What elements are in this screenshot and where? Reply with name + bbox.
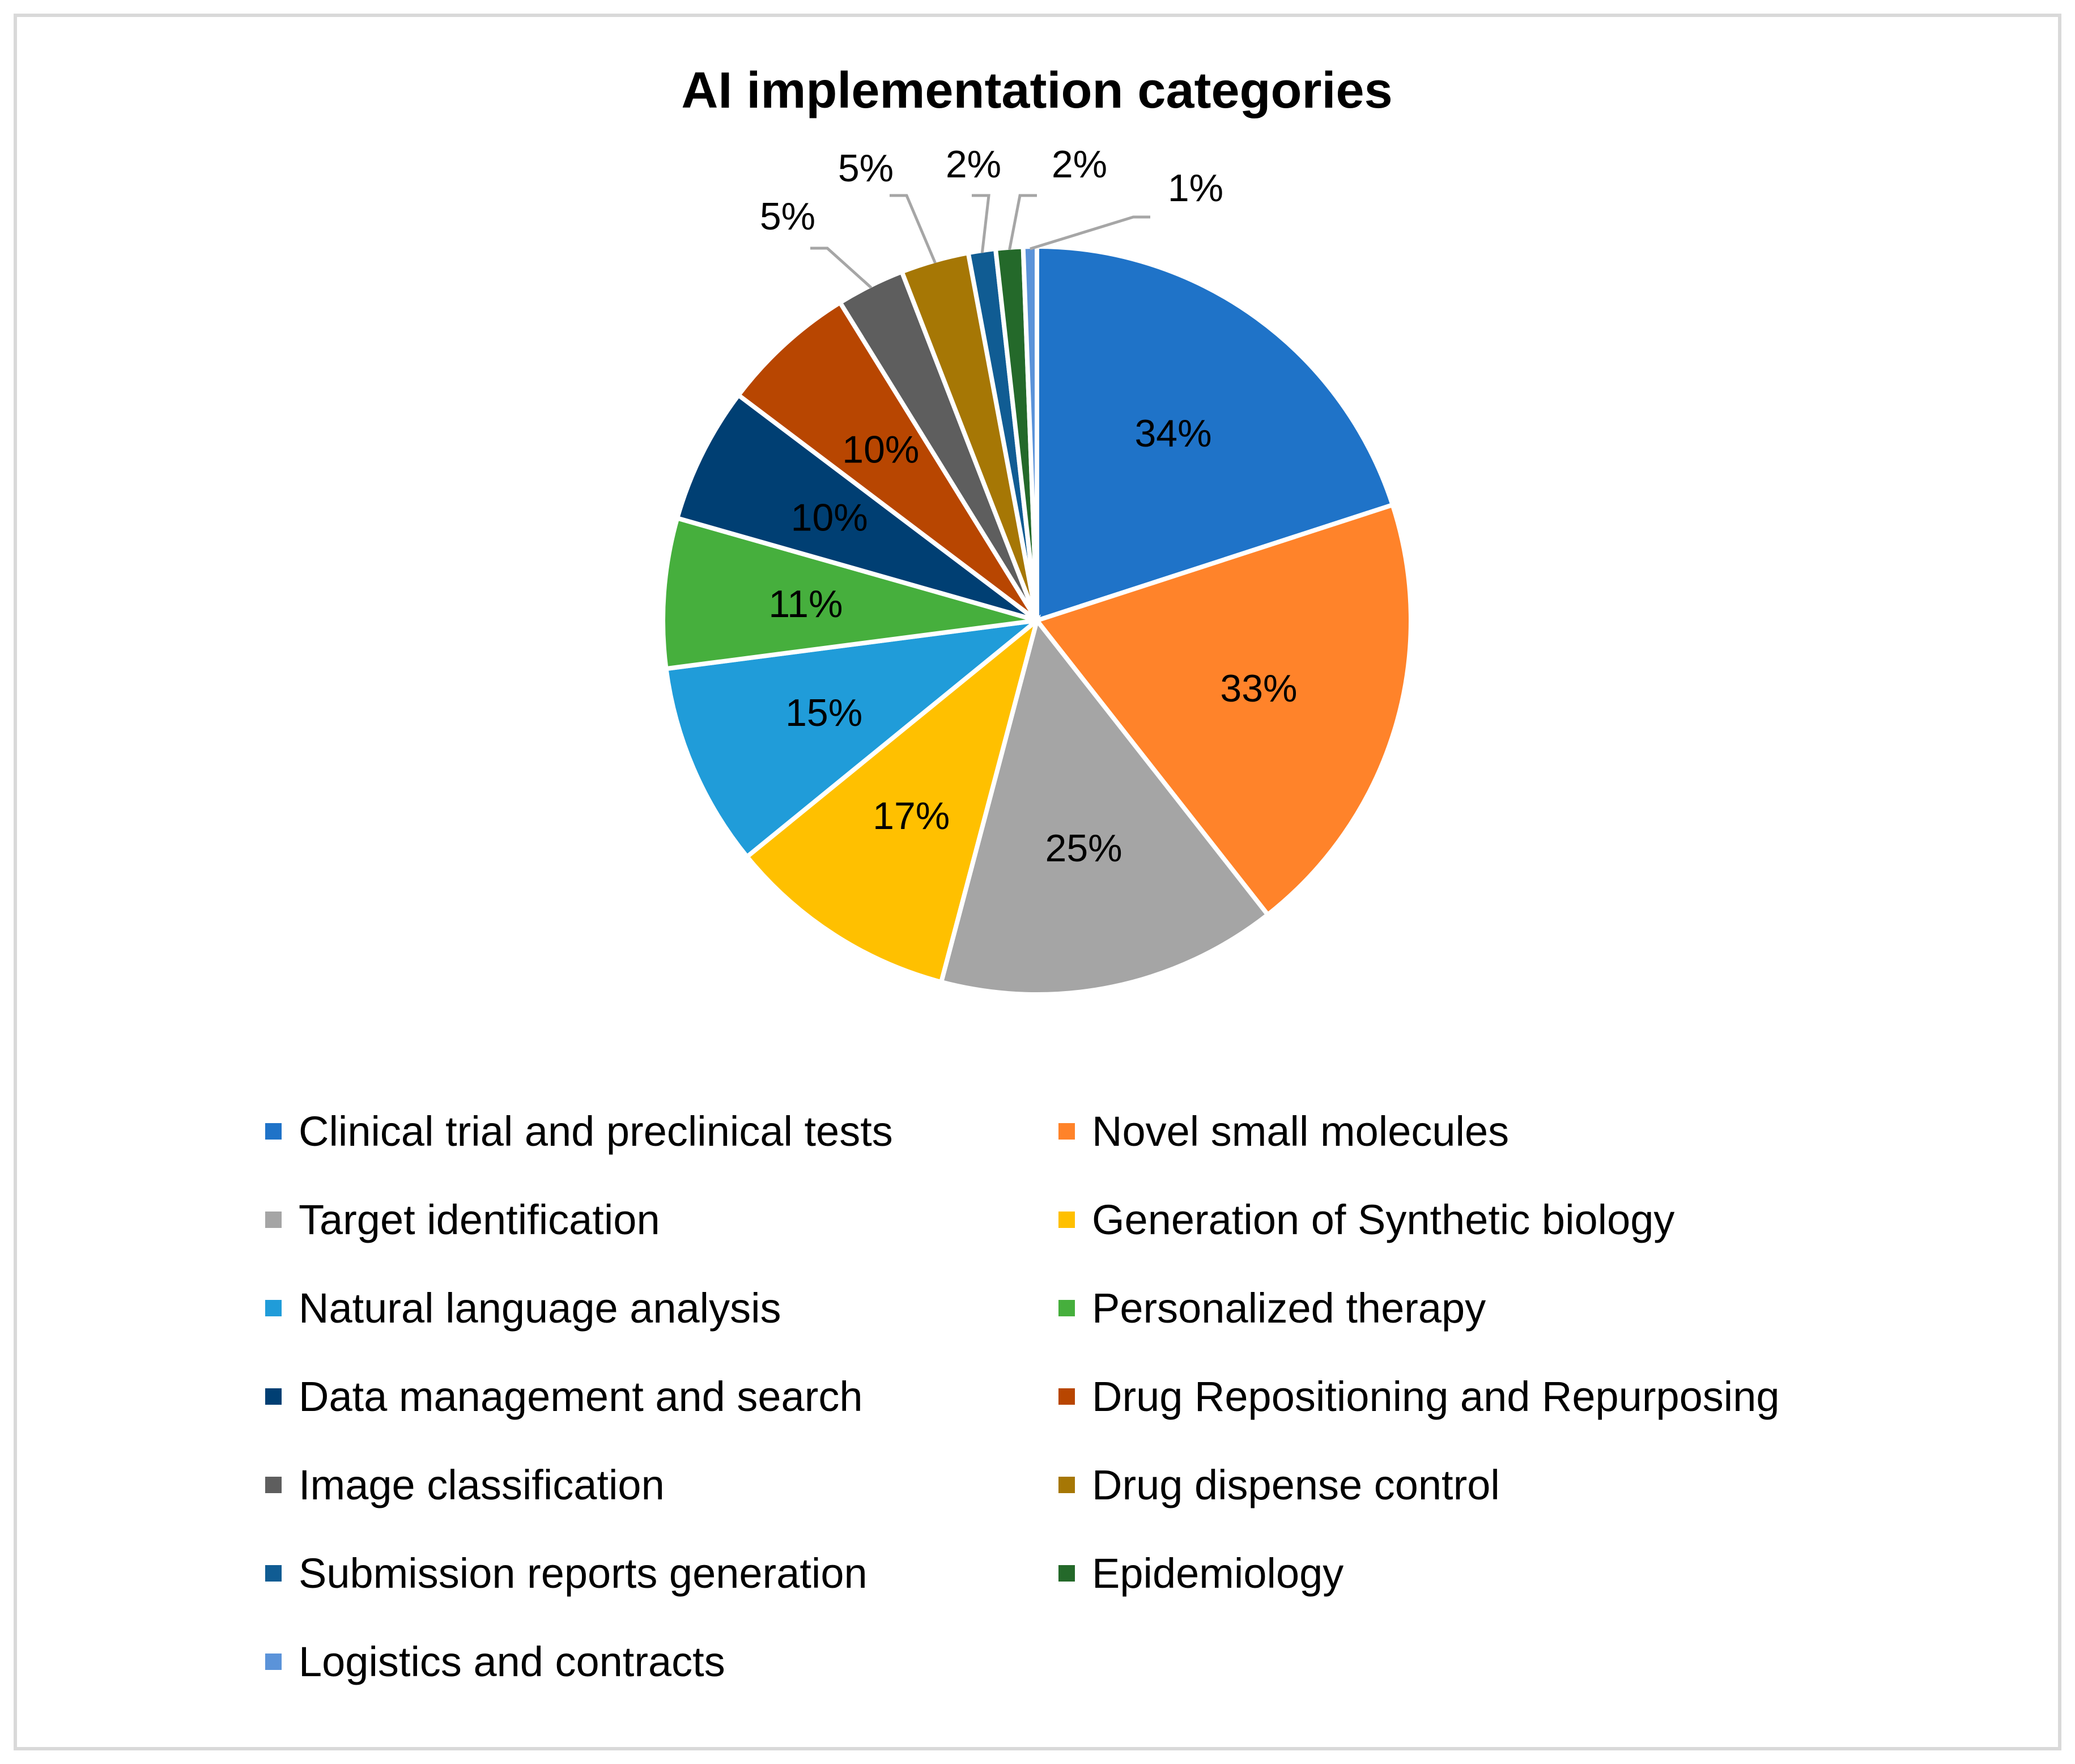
legend-swatch (265, 1211, 282, 1228)
legend-label: Logistics and contracts (299, 1638, 725, 1685)
legend-swatch (265, 1653, 282, 1670)
legend-swatch (265, 1476, 282, 1493)
legend-swatch (1058, 1388, 1075, 1405)
pie-slice-generation-of-synthetic-biology (743, 614, 1041, 985)
legend-row: Data management and search Drug Repositio… (265, 1368, 1965, 1456)
legend-label: Novel small molecules (1092, 1107, 1510, 1155)
legend-label: Personalized therapy (1092, 1284, 1486, 1332)
legend-label: Generation of Synthetic biology (1092, 1196, 1675, 1243)
legend-label: Natural language analysis (299, 1284, 781, 1332)
legend-item-clinical-trial-and-preclinical-tests: Clinical trial and preclinical tests (265, 1103, 893, 1159)
data-label-drug-repositioning-and-repurposing: 10% (842, 428, 919, 471)
leader-line-submission-reports-generation (972, 194, 990, 253)
leader-line-image-classification (810, 246, 873, 289)
legend-item-target-identification: Target identification (265, 1191, 660, 1248)
legend-swatch (1058, 1211, 1075, 1228)
data-label-novel-small-molecules: 33% (1220, 667, 1297, 710)
legend-item-data-management-and-search: Data management and search (265, 1368, 863, 1425)
data-label-target-identification: 25% (1045, 827, 1122, 870)
legend-item-logistics-and-contracts: Logistics and contracts (265, 1633, 725, 1690)
pie-slice-novel-small-molecules (1033, 502, 1413, 918)
data-label-logistics-and-contracts: 1% (1168, 167, 1223, 210)
legend: Clinical trial and preclinical tests Nove… (265, 1103, 1965, 1722)
data-label-clinical-trial-and-preclinical-tests: 34% (1134, 412, 1211, 455)
legend-row: Natural language analysis Personalized th… (265, 1280, 1965, 1368)
legend-label: Target identification (299, 1196, 660, 1243)
leader-line-drug-dispense-control (890, 194, 937, 264)
pie-slice-drug-repositioning-and-repurposing (735, 299, 1039, 623)
data-label-natural-language-analysis: 15% (785, 691, 862, 734)
legend-swatch (265, 1565, 282, 1582)
legend-swatch (1058, 1123, 1075, 1140)
legend-item-submission-reports-generation: Submission reports generation (265, 1545, 868, 1601)
legend-item-image-classification: Image classification (265, 1456, 665, 1513)
data-label-image-classification: 5% (760, 195, 815, 238)
data-label-drug-dispense-control: 5% (838, 147, 894, 190)
leader-line-logistics-and-contracts (1030, 215, 1150, 250)
legend-item-drug-dispense-control: Drug dispense control (1058, 1456, 1500, 1513)
legend-item-natural-language-analysis: Natural language analysis (265, 1280, 781, 1336)
data-label-submission-reports-generation: 2% (946, 143, 1001, 186)
data-label-epidemiology: 2% (1052, 143, 1107, 186)
legend-row: Image classification Drug dispense contro… (265, 1456, 1965, 1545)
legend-swatch (1058, 1299, 1075, 1316)
legend-item-epidemiology: Epidemiology (1058, 1545, 1343, 1601)
legend-label: Drug dispense control (1092, 1461, 1500, 1508)
pie-slice-natural-language-analysis (664, 617, 1045, 860)
data-labels: 34% 33% 25% 17% 15% 11% 10% 10% 5% 5% 2% 2% 1% (760, 143, 1298, 870)
legend-row: Logistics and contracts (265, 1633, 1965, 1722)
legend-item-drug-repositioning-and-repurposing: Drug Repositioning and Repurposing (1058, 1368, 1780, 1425)
pie-slice-target-identification (938, 615, 1272, 997)
data-label-data-management-and-search: 10% (791, 496, 868, 539)
legend-label: Submission reports generation (299, 1549, 868, 1597)
legend-swatch (265, 1299, 282, 1316)
legend-item-novel-small-molecules: Novel small molecules (1058, 1103, 1509, 1159)
pie-slices (661, 244, 1413, 997)
chart-title: AI implementation categories (681, 62, 1392, 119)
legend-label: Clinical trial and preclinical tests (299, 1107, 893, 1155)
legend-swatch (1058, 1476, 1075, 1493)
leader-lines (810, 194, 1150, 289)
legend-row: Target identification Generation of Synth… (265, 1191, 1965, 1280)
legend-swatch (265, 1123, 282, 1140)
legend-label: Drug Repositioning and Repurposing (1092, 1372, 1780, 1420)
legend-row: Submission reports generation Epidemiolog… (265, 1545, 1965, 1633)
legend-label: Epidemiology (1092, 1549, 1344, 1597)
leader-line-epidemiology (1008, 194, 1037, 250)
pie-slice-clinical-trial-and-preclinical-tests (1035, 244, 1396, 624)
data-label-generation-of-synthetic-biology: 17% (873, 794, 950, 838)
pie-slice-data-management-and-search (674, 392, 1039, 623)
legend-label: Data management and search (299, 1372, 863, 1420)
pie-slice-personalized-therapy (661, 515, 1038, 671)
legend-item-personalized-therapy: Personalized therapy (1058, 1280, 1486, 1336)
legend-item-generation-of-synthetic-biology: Generation of Synthetic biology (1058, 1191, 1674, 1248)
legend-label: Image classification (299, 1461, 665, 1508)
legend-swatch (1058, 1565, 1075, 1582)
legend-swatch (265, 1388, 282, 1405)
data-label-personalized-therapy: 11% (768, 583, 843, 626)
legend-row: Clinical trial and preclinical tests Nove… (265, 1103, 1965, 1191)
